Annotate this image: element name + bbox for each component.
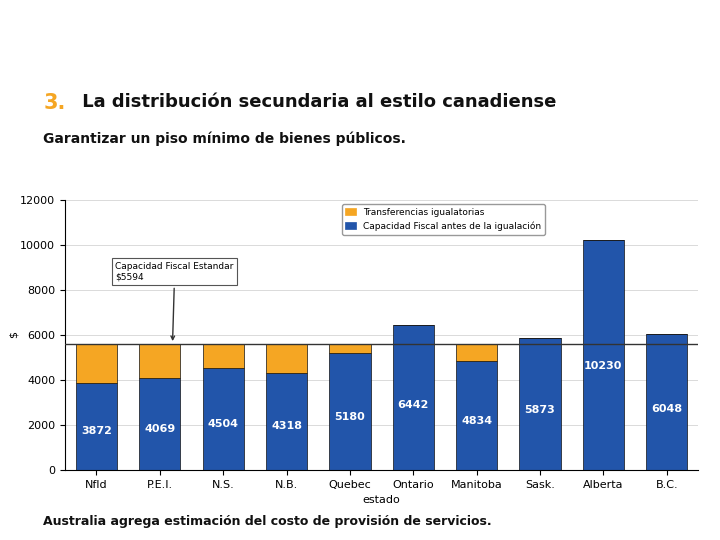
Bar: [76, 344, 117, 383]
Text: Capacidad Fiscal Estandar
$5594: Capacidad Fiscal Estandar $5594: [115, 262, 234, 340]
Bar: [582, 240, 624, 470]
Bar: [519, 338, 561, 470]
Text: Garantizar un piso mínimo de bienes públicos.: Garantizar un piso mínimo de bienes públ…: [43, 131, 406, 146]
Text: CIPPEC: CIPPEC: [18, 12, 163, 45]
Bar: [76, 383, 117, 470]
Text: 6048: 6048: [651, 403, 683, 414]
Bar: [329, 344, 371, 353]
Text: 10230: 10230: [584, 361, 623, 371]
Bar: [456, 361, 498, 470]
Text: Centro de Implementacion de Politicas Publicas para la Equidad y el Crecimiento: Centro de Implementacion de Politicas Pu…: [396, 49, 706, 57]
Legend: Transferencias igualatorias, Capacidad Fiscal antes de la igualación: Transferencias igualatorias, Capacidad F…: [342, 204, 545, 234]
Bar: [266, 373, 307, 470]
Bar: [456, 344, 498, 361]
Bar: [139, 344, 181, 378]
Text: 4834: 4834: [461, 416, 492, 426]
Text: Australia agrega estimación del costo de provisión de servicios.: Australia agrega estimación del costo de…: [43, 515, 492, 528]
Bar: [266, 344, 307, 373]
Bar: [392, 325, 434, 470]
Text: 6442: 6442: [397, 400, 429, 409]
Text: 4318: 4318: [271, 421, 302, 431]
Text: 4504: 4504: [207, 419, 239, 429]
Text: La distribución secundaria al estilo canadiense: La distribución secundaria al estilo can…: [76, 93, 556, 111]
Text: 4069: 4069: [144, 423, 176, 434]
Bar: [646, 334, 688, 470]
Text: 5180: 5180: [335, 413, 365, 422]
Text: 5873: 5873: [525, 406, 555, 415]
Bar: [202, 368, 244, 470]
Bar: [202, 344, 244, 368]
Text: 3872: 3872: [81, 426, 112, 436]
Bar: [139, 378, 181, 470]
Y-axis label: $: $: [9, 332, 19, 338]
Bar: [329, 353, 371, 470]
X-axis label: estado: estado: [363, 495, 400, 505]
Text: 3.: 3.: [43, 93, 66, 113]
